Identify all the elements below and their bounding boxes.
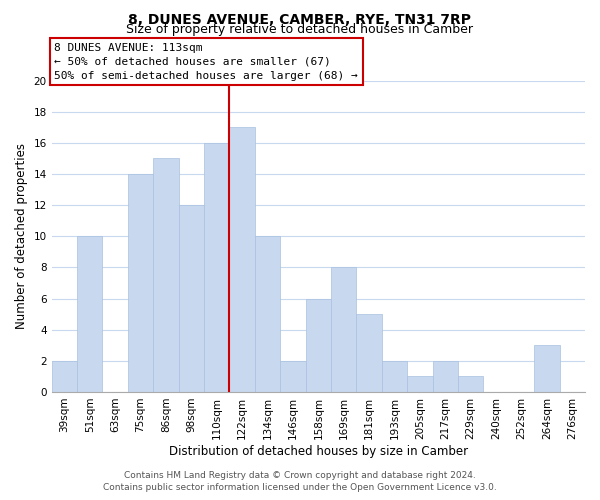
Bar <box>331 268 356 392</box>
Bar <box>128 174 153 392</box>
X-axis label: Distribution of detached houses by size in Camber: Distribution of detached houses by size … <box>169 444 468 458</box>
Y-axis label: Number of detached properties: Number of detached properties <box>15 143 28 329</box>
Bar <box>433 361 458 392</box>
Bar <box>204 143 229 392</box>
Bar <box>407 376 433 392</box>
Bar <box>280 361 305 392</box>
Text: Size of property relative to detached houses in Camber: Size of property relative to detached ho… <box>127 22 473 36</box>
Bar <box>305 298 331 392</box>
Text: Contains HM Land Registry data © Crown copyright and database right 2024.
Contai: Contains HM Land Registry data © Crown c… <box>103 471 497 492</box>
Bar <box>382 361 407 392</box>
Bar <box>153 158 179 392</box>
Bar <box>229 127 255 392</box>
Bar <box>458 376 484 392</box>
Bar <box>52 361 77 392</box>
Text: 8, DUNES AVENUE, CAMBER, RYE, TN31 7RP: 8, DUNES AVENUE, CAMBER, RYE, TN31 7RP <box>128 12 472 26</box>
Bar <box>77 236 103 392</box>
Bar <box>179 205 204 392</box>
Bar <box>534 345 560 392</box>
Bar <box>255 236 280 392</box>
Bar <box>356 314 382 392</box>
Text: 8 DUNES AVENUE: 113sqm
← 50% of detached houses are smaller (67)
50% of semi-det: 8 DUNES AVENUE: 113sqm ← 50% of detached… <box>55 42 358 80</box>
